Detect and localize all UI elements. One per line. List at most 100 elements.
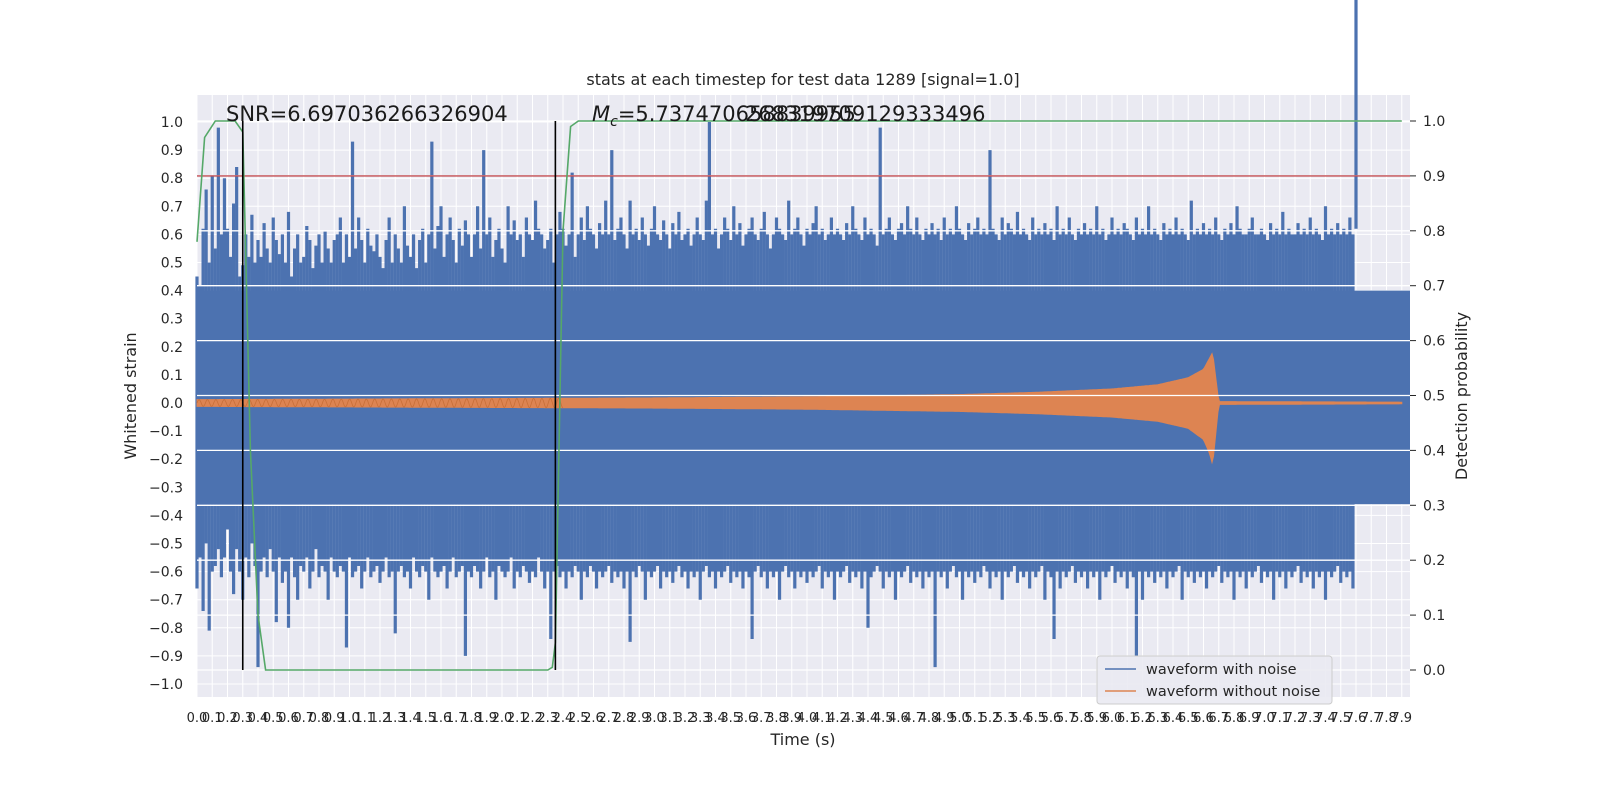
x-tick-label: 2.8 xyxy=(614,711,635,726)
x-tick-label: 3.4 xyxy=(705,711,726,726)
legend-box xyxy=(1096,655,1333,705)
x-tick-label: 0.8 xyxy=(309,711,330,726)
x-tick-label: 0.5 xyxy=(263,711,284,726)
left-tick-label: 0.8 xyxy=(161,171,183,187)
x-tick-label: 1.6 xyxy=(431,711,452,726)
right-tick-label: 0.6 xyxy=(1423,334,1445,350)
chirp-mass-overlap-text: 268319709129333496 xyxy=(745,102,986,126)
x-tick-label: 4.6 xyxy=(888,711,909,726)
chirp-mass-symbol: M xyxy=(592,102,610,126)
x-tick-label: 7.5 xyxy=(1330,711,1351,726)
left-tick-label: 0.3 xyxy=(161,312,183,328)
x-tick-label: 7.6 xyxy=(1346,711,1367,726)
right-tick-label: 0.5 xyxy=(1423,389,1445,405)
left-tick-label: −1.0 xyxy=(149,677,183,693)
left-tick-label: 0.4 xyxy=(161,284,183,300)
x-tick-label: 6.7 xyxy=(1208,711,1229,726)
x-tick-label: 2.3 xyxy=(537,711,558,726)
x-tick-label: 5.6 xyxy=(1041,711,1062,726)
right-tick-label: 0.0 xyxy=(1423,663,1445,679)
right-tick-label: 0.3 xyxy=(1423,498,1445,514)
left-tick-label: −0.9 xyxy=(149,649,183,665)
x-tick-label: 1.8 xyxy=(461,711,482,726)
x-tick-label: 0.2 xyxy=(217,711,238,726)
right-tick-label: 0.2 xyxy=(1423,553,1445,569)
x-tick-label: 1.1 xyxy=(354,711,375,726)
x-tick-label: 5.4 xyxy=(1010,711,1031,726)
x-tick-label: 5.5 xyxy=(1025,711,1046,726)
y-axis-label-right: Detection probability xyxy=(1452,312,1471,480)
left-tick-label: −0.6 xyxy=(149,565,183,581)
x-tick-label: 4.9 xyxy=(934,711,955,726)
x-tick-label: 3.5 xyxy=(720,711,741,726)
x-tick-label: 5.1 xyxy=(964,711,985,726)
x-tick-label: 4.7 xyxy=(903,711,924,726)
waveform-with-noise-series xyxy=(195,0,1410,668)
x-tick-label: 7.0 xyxy=(1254,711,1275,726)
x-tick-label: 6.1 xyxy=(1117,711,1138,726)
x-tick-label: 0.3 xyxy=(232,711,253,726)
x-tick-label: 2.6 xyxy=(583,711,604,726)
left-tick-label: −0.4 xyxy=(149,508,183,524)
legend: waveform with noise waveform without noi… xyxy=(1096,655,1333,705)
x-tick-label: 4.5 xyxy=(873,711,894,726)
left-tick-label: −0.2 xyxy=(149,452,183,468)
x-tick-label: 6.6 xyxy=(1193,711,1214,726)
x-tick-label: 4.4 xyxy=(858,711,879,726)
left-tick-label: 0.6 xyxy=(161,227,183,243)
x-tick-label: 3.3 xyxy=(690,711,711,726)
right-axis-grid-lines xyxy=(197,120,1410,671)
right-tick-label: 0.4 xyxy=(1423,443,1445,459)
right-tick-label: 0.7 xyxy=(1423,279,1445,295)
clean-waveform-oscillation xyxy=(196,397,564,409)
x-tick-label: 5.9 xyxy=(1086,711,1107,726)
left-tick-label: 0.2 xyxy=(161,340,183,356)
x-tick-label: 2.9 xyxy=(629,711,650,726)
x-tick-label: 7.8 xyxy=(1376,711,1397,726)
x-tick-label: 2.7 xyxy=(598,711,619,726)
x-tick-label: 0.1 xyxy=(202,711,223,726)
right-y-axis-ticks: 1.0 0.9 0.8 0.7 0.6 0.5 0.4 0.3 0.2 0.1 0.0 xyxy=(1410,114,1445,679)
x-tick-label: 3.6 xyxy=(736,711,757,726)
right-tick-label: 0.8 xyxy=(1423,224,1445,240)
x-tick-label: 6.3 xyxy=(1147,711,1168,726)
x-tick-label: 6.9 xyxy=(1239,711,1260,726)
x-tick-label: 4.3 xyxy=(842,711,863,726)
x-tick-label: 1.3 xyxy=(385,711,406,726)
left-tick-label: 0.5 xyxy=(161,256,183,272)
x-tick-label: 1.9 xyxy=(476,711,497,726)
x-tick-label: 5.7 xyxy=(1056,711,1077,726)
x-tick-label: 7.2 xyxy=(1285,711,1306,726)
y-axis-label-left: Whitened strain xyxy=(121,332,140,459)
legend-label-noise: waveform with noise xyxy=(1146,662,1297,678)
x-tick-label: 4.1 xyxy=(812,711,833,726)
x-tick-label: 2.4 xyxy=(553,711,574,726)
x-tick-label: 0.0 xyxy=(187,711,208,726)
x-tick-label: 5.3 xyxy=(995,711,1016,726)
x-tick-label: 6.5 xyxy=(1178,711,1199,726)
x-tick-label: 4.8 xyxy=(919,711,940,726)
x-axis-label: Time (s) xyxy=(769,730,835,749)
x-axis-ticks: 0.00.10.20.30.40.50.60.70.80.91.01.11.21… xyxy=(187,711,1412,726)
x-tick-label: 0.7 xyxy=(293,711,314,726)
x-tick-label: 1.2 xyxy=(370,711,391,726)
chirp-mass-annotation: Mc=5.737470658839955 xyxy=(592,102,856,130)
x-tick-label: 0.4 xyxy=(248,711,269,726)
x-tick-label: 7.1 xyxy=(1269,711,1290,726)
right-tick-label: 0.1 xyxy=(1423,608,1445,624)
right-tick-label: 1.0 xyxy=(1423,114,1445,130)
x-tick-label: 1.4 xyxy=(400,711,421,726)
x-tick-label: 7.9 xyxy=(1391,711,1412,726)
left-tick-label: 0.0 xyxy=(161,396,183,412)
vertical-marker-layer xyxy=(241,121,557,670)
x-tick-label: 5.8 xyxy=(1071,711,1092,726)
clean-waveform-envelope xyxy=(196,352,1403,465)
chirp-mass-subscript: c xyxy=(610,114,618,130)
right-tick-label: 0.9 xyxy=(1423,169,1445,185)
x-tick-label: 4.2 xyxy=(827,711,848,726)
left-tick-label: 0.7 xyxy=(161,199,183,215)
x-tick-label: 0.9 xyxy=(324,711,345,726)
x-tick-label: 1.7 xyxy=(446,711,467,726)
left-tick-label: 0.1 xyxy=(161,368,183,384)
